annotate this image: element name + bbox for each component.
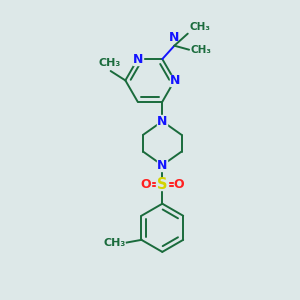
Bar bbox=[156, 178, 168, 190]
Text: CH₃: CH₃ bbox=[98, 58, 120, 68]
Bar bbox=[133, 53, 142, 65]
Text: N: N bbox=[157, 115, 167, 128]
Text: N: N bbox=[169, 31, 179, 44]
Text: CH₃: CH₃ bbox=[103, 238, 125, 248]
Bar bbox=[158, 116, 167, 127]
Bar bbox=[158, 159, 167, 171]
Bar bbox=[140, 178, 151, 190]
Text: S: S bbox=[157, 177, 168, 192]
Text: CH₃: CH₃ bbox=[190, 45, 212, 55]
Text: O: O bbox=[140, 178, 151, 191]
Text: CH₃: CH₃ bbox=[189, 22, 210, 32]
Bar bbox=[174, 178, 184, 190]
Bar bbox=[170, 74, 179, 86]
Text: N: N bbox=[133, 52, 143, 66]
Text: N: N bbox=[157, 159, 167, 172]
Text: O: O bbox=[174, 178, 184, 191]
Text: N: N bbox=[169, 74, 180, 87]
